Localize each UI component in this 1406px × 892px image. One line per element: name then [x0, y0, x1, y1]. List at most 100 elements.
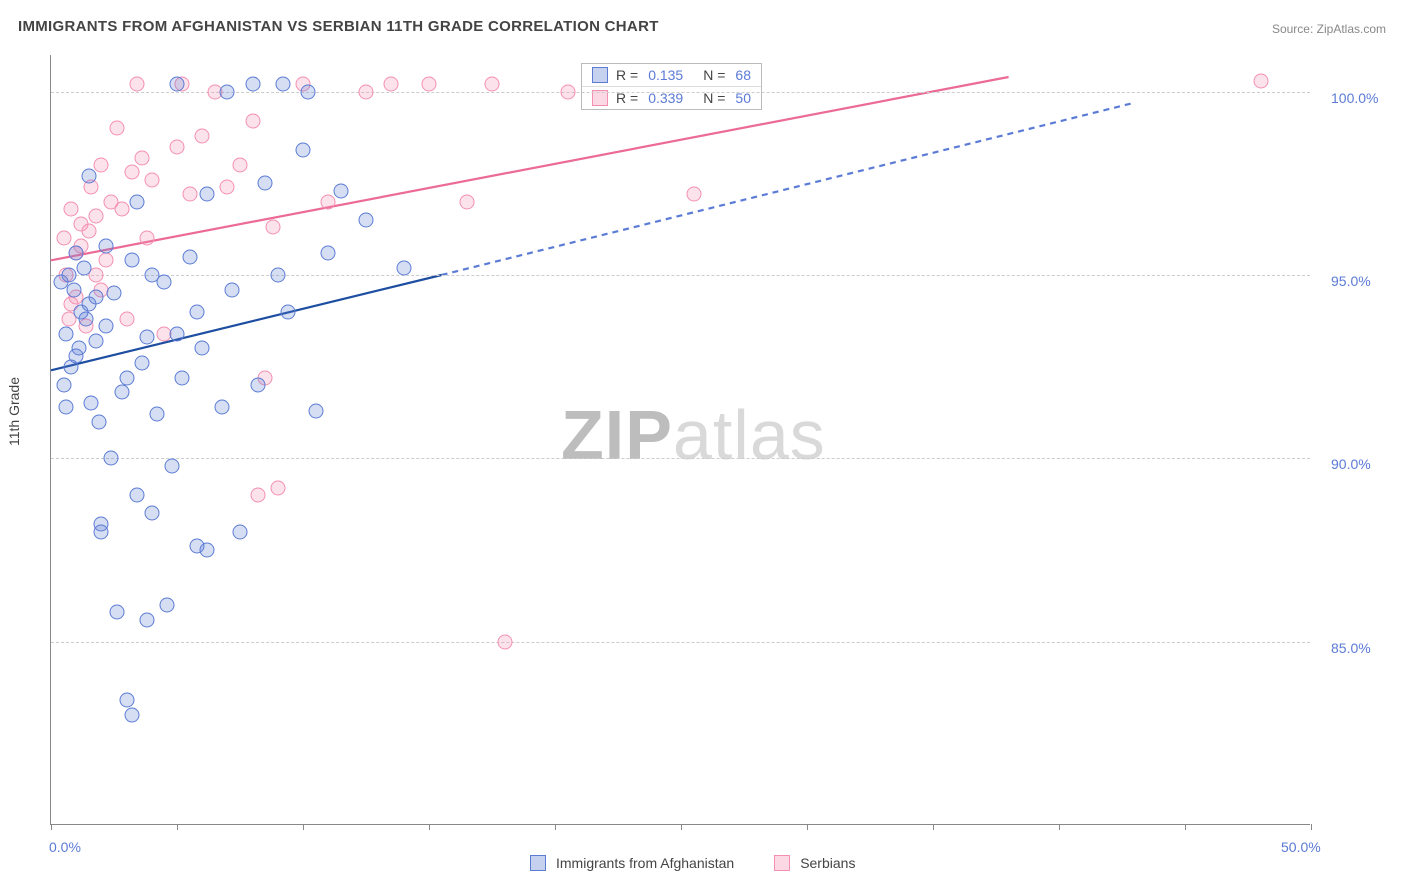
- data-point-blue: [296, 143, 311, 158]
- xtick: [429, 824, 430, 830]
- data-point-blue: [190, 304, 205, 319]
- data-point-blue: [333, 183, 348, 198]
- legend-pink-label: Serbians: [800, 855, 855, 871]
- data-point-pink: [124, 165, 139, 180]
- data-point-blue: [164, 458, 179, 473]
- data-point-blue: [134, 356, 149, 371]
- data-point-pink: [139, 231, 154, 246]
- data-point-pink: [99, 253, 114, 268]
- legend-stats: R = 0.135 N = 68 R = 0.339 N = 50: [581, 63, 762, 110]
- data-point-blue: [301, 84, 316, 99]
- data-point-blue: [104, 451, 119, 466]
- gridline-h: [51, 275, 1310, 276]
- data-point-pink: [220, 180, 235, 195]
- data-point-blue: [89, 334, 104, 349]
- data-point-blue: [182, 249, 197, 264]
- data-point-blue: [245, 77, 260, 92]
- ytick-label: 85.0%: [1331, 640, 1371, 656]
- data-point-pink: [485, 77, 500, 92]
- data-point-blue: [124, 253, 139, 268]
- data-point-blue: [200, 543, 215, 558]
- data-point-blue: [149, 407, 164, 422]
- xtick: [1185, 824, 1186, 830]
- data-point-pink: [359, 84, 374, 99]
- data-point-blue: [170, 77, 185, 92]
- xtick: [555, 824, 556, 830]
- data-point-blue: [321, 246, 336, 261]
- r-value-blue: 0.135: [648, 67, 683, 83]
- data-point-blue: [56, 378, 71, 393]
- data-point-blue: [119, 693, 134, 708]
- data-point-blue: [396, 260, 411, 275]
- data-point-blue: [129, 194, 144, 209]
- source-label: Source: ZipAtlas.com: [1272, 22, 1386, 36]
- data-point-pink: [422, 77, 437, 92]
- xtick-label: 0.0%: [49, 839, 81, 855]
- data-point-pink: [129, 77, 144, 92]
- data-point-pink: [64, 202, 79, 217]
- data-point-pink: [686, 187, 701, 202]
- data-point-pink: [459, 194, 474, 209]
- data-point-blue: [270, 268, 285, 283]
- data-point-blue: [129, 488, 144, 503]
- data-point-blue: [215, 400, 230, 415]
- n-label: N =: [703, 67, 725, 83]
- data-point-blue: [79, 312, 94, 327]
- gridline-h: [51, 458, 1310, 459]
- data-point-blue: [119, 370, 134, 385]
- ytick-label: 100.0%: [1331, 90, 1378, 106]
- data-point-blue: [76, 260, 91, 275]
- data-point-blue: [139, 612, 154, 627]
- xtick-label: 50.0%: [1281, 839, 1321, 855]
- data-point-pink: [170, 139, 185, 154]
- swatch-pink: [774, 855, 790, 871]
- xtick: [807, 824, 808, 830]
- data-point-pink: [114, 202, 129, 217]
- gridline-h: [51, 92, 1310, 93]
- data-point-blue: [94, 517, 109, 532]
- data-point-blue: [233, 524, 248, 539]
- data-point-blue: [69, 246, 84, 261]
- data-point-blue: [81, 169, 96, 184]
- data-point-blue: [59, 326, 74, 341]
- data-point-blue: [170, 326, 185, 341]
- data-point-blue: [114, 385, 129, 400]
- data-point-pink: [560, 84, 575, 99]
- data-point-blue: [66, 282, 81, 297]
- r-label: R =: [616, 67, 638, 83]
- data-point-pink: [89, 268, 104, 283]
- data-point-blue: [144, 506, 159, 521]
- data-point-blue: [59, 400, 74, 415]
- data-point-blue: [84, 396, 99, 411]
- data-point-pink: [109, 121, 124, 136]
- data-point-pink: [1253, 73, 1268, 88]
- legend-row-pink: R = 0.339 N = 50: [582, 87, 761, 109]
- data-point-pink: [233, 158, 248, 173]
- data-point-pink: [89, 209, 104, 224]
- xtick: [1059, 824, 1060, 830]
- data-point-pink: [134, 150, 149, 165]
- data-point-pink: [497, 634, 512, 649]
- data-point-pink: [144, 172, 159, 187]
- data-point-blue: [89, 290, 104, 305]
- xtick: [303, 824, 304, 830]
- legend-blue-label: Immigrants from Afghanistan: [556, 855, 734, 871]
- data-point-pink: [81, 224, 96, 239]
- ytick-label: 95.0%: [1331, 273, 1371, 289]
- data-point-blue: [71, 341, 86, 356]
- xtick: [1311, 824, 1312, 830]
- legend-row-blue: R = 0.135 N = 68: [582, 64, 761, 87]
- data-point-blue: [99, 319, 114, 334]
- data-point-pink: [250, 488, 265, 503]
- data-point-pink: [195, 128, 210, 143]
- data-point-pink: [94, 158, 109, 173]
- data-point-pink: [270, 480, 285, 495]
- data-point-pink: [56, 231, 71, 246]
- data-point-blue: [250, 378, 265, 393]
- data-point-blue: [359, 213, 374, 228]
- n-value-blue: 68: [735, 67, 751, 83]
- data-point-pink: [245, 114, 260, 129]
- data-point-pink: [384, 77, 399, 92]
- data-point-pink: [265, 220, 280, 235]
- data-point-blue: [109, 605, 124, 620]
